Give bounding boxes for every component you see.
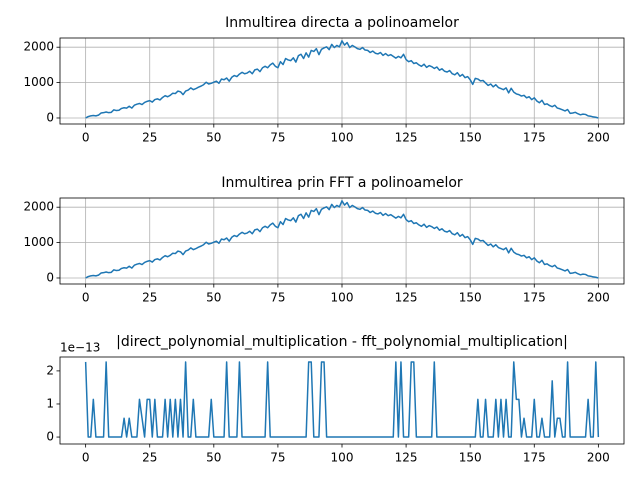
y-tick-label: 2000 [23,40,54,54]
y-tick-label: 0 [46,430,54,444]
y-tick-label: 2 [46,363,54,377]
x-tick-label: 125 [395,131,418,145]
axes-frame [59,356,625,445]
x-tick-label: 200 [587,291,610,305]
x-tick-label: 0 [82,451,90,465]
axes-frame [59,37,625,125]
chart-title: Inmultirea prin FFT a polinoamelor [221,175,463,191]
x-tick-label: 200 [587,131,610,145]
x-tick-label: 25 [142,291,157,305]
x-tick-label: 50 [206,291,221,305]
x-tick-label: 175 [523,291,546,305]
x-tick-label: 25 [142,451,157,465]
data-line [85,200,599,279]
x-tick-label: 100 [331,131,354,145]
x-tick-label: 150 [459,131,482,145]
x-tick-label: 50 [206,451,221,465]
x-tick-label: 175 [523,131,546,145]
y-tick-label: 0 [46,270,54,284]
y-tick-label: 1000 [23,75,54,89]
y-tick-label: 1 [46,396,54,410]
y-tick-label: 0 [46,110,54,124]
x-tick-label: 50 [206,131,221,145]
x-tick-label: 150 [459,451,482,465]
x-tick-label: 175 [523,451,546,465]
y-tick-label: 1000 [23,235,54,249]
offset-label: 1e−13 [60,341,100,355]
x-tick-label: 125 [395,451,418,465]
x-tick-label: 150 [459,291,482,305]
x-tick-label: 25 [142,131,157,145]
x-tick-label: 75 [270,131,285,145]
axes-frame [59,197,625,285]
x-tick-label: 75 [270,451,285,465]
chart-title: |direct_polynomial_multiplication - fft_… [116,334,568,350]
x-tick-label: 0 [82,291,90,305]
chart-title: Inmultirea directa a polinoamelor [225,15,459,31]
x-tick-label: 125 [395,291,418,305]
x-tick-label: 100 [331,451,354,465]
data-line [85,40,599,119]
data-line [84,361,600,438]
y-tick-label: 2000 [23,200,54,214]
x-tick-label: 200 [587,451,610,465]
x-tick-label: 100 [331,291,354,305]
x-tick-label: 75 [270,291,285,305]
x-tick-label: 0 [82,131,90,145]
